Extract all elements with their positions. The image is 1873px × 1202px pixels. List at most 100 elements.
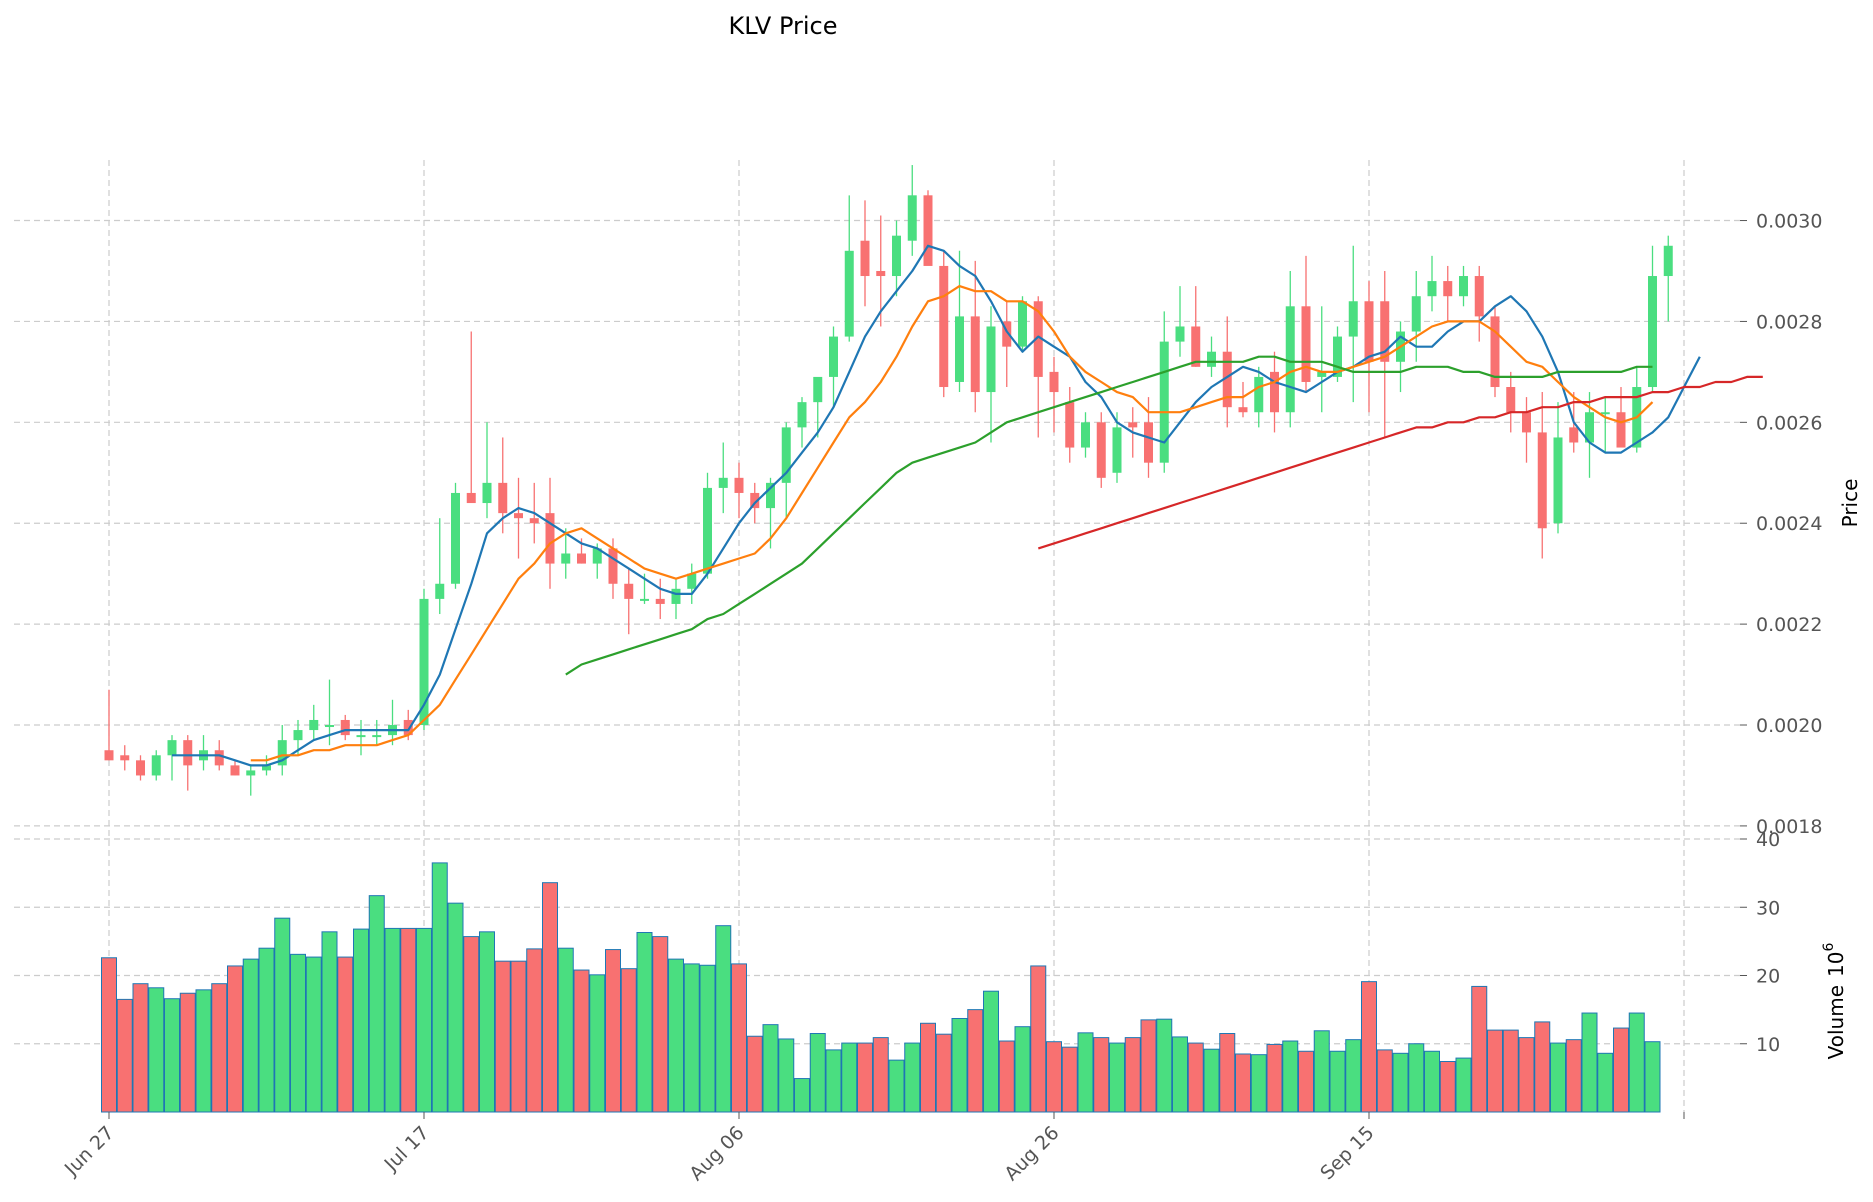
candle-body [1600, 412, 1610, 415]
volume-bar [1156, 1018, 1173, 1113]
candlestick [860, 200, 870, 307]
candlestick [1364, 281, 1374, 413]
candlestick [1506, 371, 1516, 433]
candle-body [876, 270, 886, 277]
volume-bar [384, 927, 401, 1113]
volume-bar [258, 947, 275, 1113]
volume-bar [967, 1009, 984, 1113]
candle-body [781, 427, 791, 483]
candlestick [1427, 255, 1437, 312]
candlestick [734, 462, 744, 519]
volume-bar [825, 1049, 842, 1113]
volume-bar [101, 957, 117, 1113]
candlestick [892, 220, 901, 297]
x-tick-label: Sep 15 [1316, 1122, 1378, 1184]
x-tick-label: Aug 26 [1000, 1122, 1063, 1185]
candle-body [734, 477, 744, 493]
volume-tick-label: 40 [1756, 829, 1780, 851]
candle-body [309, 719, 319, 731]
candlesticks [104, 165, 1673, 796]
candle-body [939, 265, 949, 388]
volume-bar [1014, 1026, 1031, 1113]
volume-bar [794, 1078, 810, 1113]
volume-bar [211, 983, 228, 1113]
volume-bar [1487, 1029, 1503, 1113]
price-axis-label: Price [1838, 479, 1862, 528]
candlestick [561, 528, 571, 579]
volume-bar [132, 983, 149, 1113]
volume-bar [1046, 1041, 1062, 1113]
candle-body [419, 598, 429, 726]
volume-bar [1077, 1032, 1094, 1113]
candle-body [624, 583, 634, 599]
candlestick [1222, 316, 1232, 428]
candlestick [1049, 356, 1059, 433]
candle-body [262, 765, 271, 771]
volume-bar [1093, 1037, 1110, 1113]
volume-bar [179, 992, 196, 1113]
volume-axis-label: Volume 106 [1821, 943, 1848, 1060]
volume-bar [1172, 1036, 1188, 1113]
candle-body [1128, 422, 1138, 428]
candle-body [986, 326, 996, 393]
volume-bar [227, 965, 243, 1113]
candle-body [1427, 281, 1437, 297]
volume-bar [1219, 1033, 1236, 1113]
candlestick [151, 750, 161, 781]
volume-tick-label: 20 [1756, 966, 1780, 988]
candle-body [703, 487, 712, 574]
volume-bar [1581, 1012, 1598, 1113]
candle-body [151, 755, 161, 776]
price-tick-label: 0.0018 [1756, 816, 1822, 838]
candlestick [687, 563, 697, 604]
volume-bar [1329, 1050, 1346, 1113]
candlestick [1301, 255, 1311, 393]
candle-body [577, 553, 586, 564]
volume-bar [1565, 1039, 1582, 1113]
moving-average-line [250, 285, 1654, 762]
volume-bar [1266, 1043, 1283, 1113]
volume-bar [636, 932, 653, 1113]
candle-body [592, 548, 602, 564]
volume-bar [762, 1024, 779, 1113]
price-tick-label: 0.0030 [1756, 211, 1822, 233]
volume-bar [1518, 1037, 1535, 1113]
candle-body [183, 740, 193, 766]
candle-body [1238, 407, 1248, 413]
moving-average-line [1037, 375, 1763, 550]
volume-bar [1235, 1053, 1251, 1113]
moving-average-line [565, 355, 1653, 676]
volume-bar [1471, 985, 1488, 1113]
volume-tick-label: 10 [1756, 1034, 1780, 1056]
volume-bar [1124, 1037, 1141, 1113]
volume-bar [1061, 1046, 1078, 1113]
candle-body [403, 719, 413, 736]
price-tick-label: 0.0022 [1756, 614, 1822, 636]
candlestick [1112, 412, 1122, 483]
candle-body [545, 513, 555, 564]
candlestick [1285, 270, 1295, 428]
volume-bar [589, 974, 606, 1113]
candle-body [1411, 296, 1421, 332]
volume-bar [321, 931, 338, 1113]
volume-bar [573, 969, 590, 1113]
volume-bar [715, 925, 732, 1113]
candle-body [750, 492, 760, 509]
candle-body [671, 588, 681, 604]
candlestick [1065, 387, 1075, 463]
price-axis: 0.0018 0.0020 0.0022 0.0024 0.0026 0.0028 0.00… [1740, 211, 1822, 838]
candlestick [1380, 270, 1390, 438]
candlestick [1459, 265, 1468, 307]
volume-bar [1424, 1050, 1440, 1113]
candlestick [1033, 296, 1043, 438]
candlestick [624, 568, 634, 635]
price-tick-label: 0.0026 [1756, 412, 1822, 434]
candlestick [1537, 392, 1547, 559]
candle-body [892, 235, 901, 277]
candlestick [1002, 301, 1012, 388]
volume-bar [652, 936, 669, 1113]
candle-body [1317, 371, 1327, 377]
volume-bar [1361, 981, 1377, 1113]
volume-bar [1597, 1052, 1614, 1113]
candlestick [136, 755, 145, 781]
